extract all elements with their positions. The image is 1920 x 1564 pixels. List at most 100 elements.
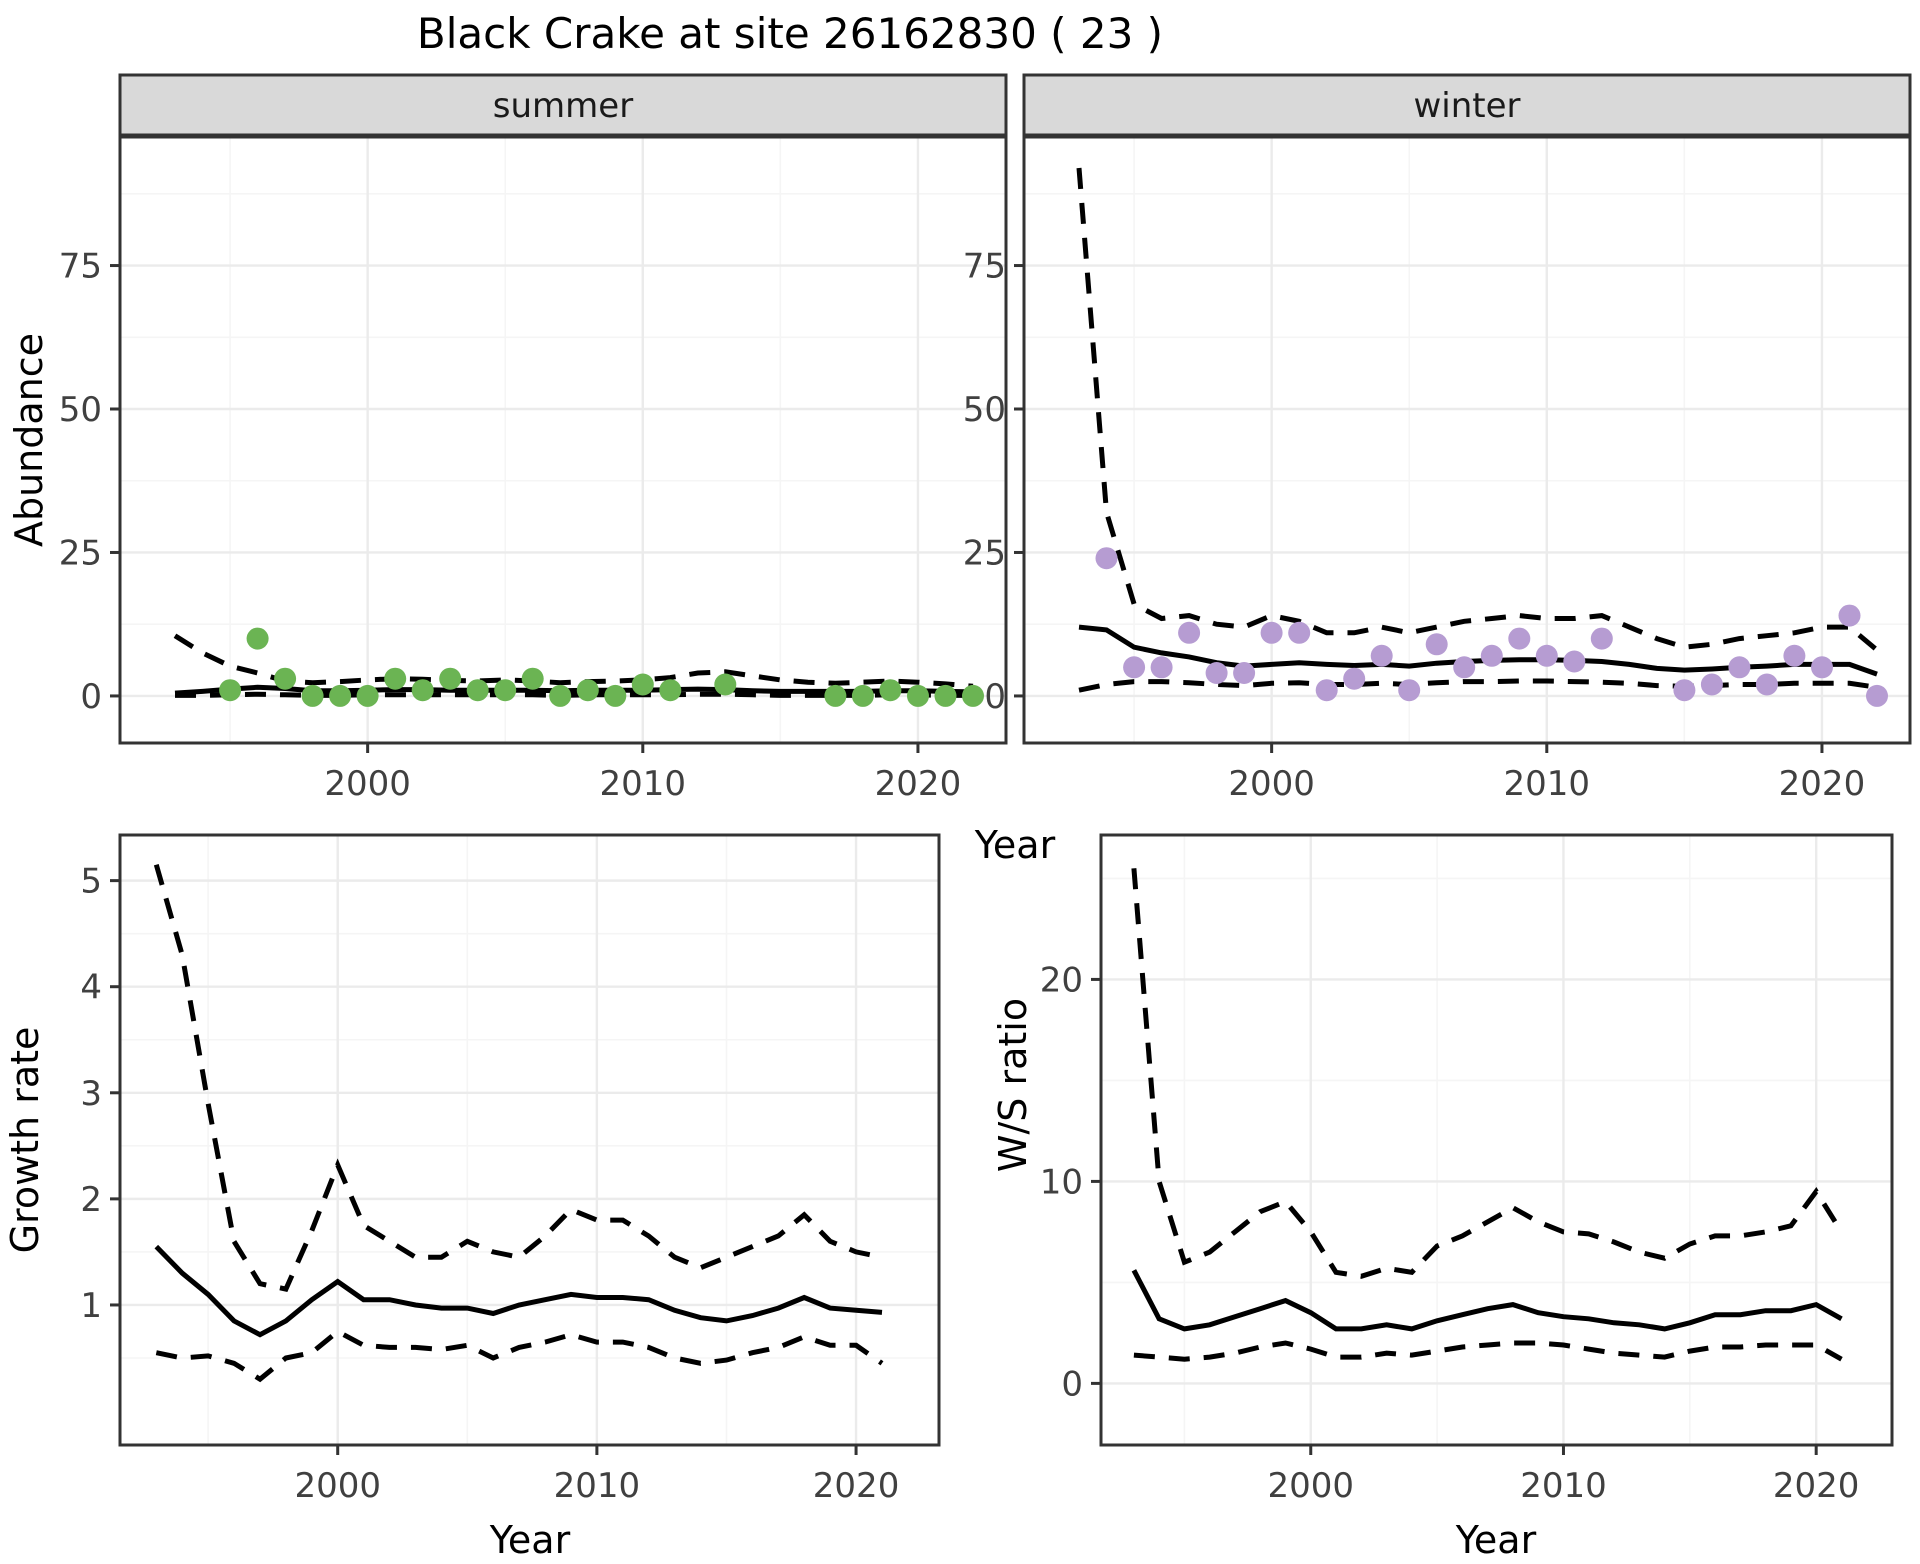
data-point: [219, 679, 242, 702]
data-point: [962, 684, 984, 707]
y-tick-label: 25: [963, 533, 1006, 573]
data-point: [1590, 627, 1613, 650]
facet-strip-label: summer: [493, 86, 633, 126]
y-tick-label: 50: [963, 390, 1006, 430]
x-tick-label: 2000: [324, 764, 411, 804]
series-mean: [154, 1244, 883, 1338]
data-point: [1811, 656, 1833, 679]
data-point: [1398, 679, 1421, 702]
data-point: [1535, 644, 1558, 667]
figure-title: Black Crake at site 26162830 ( 23 ): [417, 9, 1163, 58]
y-tick-label: 75: [59, 247, 102, 287]
x-tick-label: 2020: [1779, 764, 1866, 804]
data-point: [1178, 621, 1201, 644]
data-point: [1508, 627, 1531, 650]
x-tick-label: 2000: [1267, 1466, 1354, 1506]
x-tick-label: 2010: [600, 764, 687, 804]
x-axis-title-year-growth: Year: [489, 1518, 571, 1560]
data-point: [1453, 656, 1476, 679]
y-tick-label: 5: [80, 862, 102, 902]
y-tick-label: 3: [80, 1074, 102, 1114]
x-tick-label: 2000: [294, 1466, 381, 1506]
data-point: [714, 673, 737, 696]
data-point: [246, 627, 269, 650]
data-point: [1728, 656, 1751, 679]
panel-border: [1099, 833, 1894, 1447]
data-point: [879, 679, 902, 702]
data-point: [521, 667, 544, 690]
y-tick-label: 0: [984, 677, 1006, 717]
facet-strip: [118, 73, 1008, 137]
y-tick-label: 0: [1061, 1364, 1083, 1404]
data-point: [1700, 673, 1723, 696]
data-point: [1205, 662, 1228, 684]
data-point: [1233, 662, 1256, 684]
y-tick-label: 25: [59, 533, 102, 573]
data-point: [411, 679, 434, 702]
panel-background: [120, 835, 939, 1445]
facet-strip-label: winter: [1413, 86, 1520, 126]
y-axis-title-abundance: Abundance: [7, 333, 51, 547]
data-point: [631, 673, 654, 696]
data-point: [466, 679, 489, 702]
y-tick-label: 4: [80, 968, 102, 1008]
data-point: [1425, 633, 1448, 656]
panel-growth: 2000 2010 2020 1 2 3 4 5: [80, 833, 941, 1506]
data-point: [1343, 667, 1366, 690]
x-axis-title-year-top: Year: [974, 823, 1056, 867]
data-point: [1480, 644, 1503, 667]
data-point: [1123, 656, 1146, 679]
x-tick-label: 2020: [875, 764, 962, 804]
series-mean: [1131, 1269, 1843, 1332]
x-tick-label: 2010: [1520, 1466, 1607, 1506]
data-point: [439, 667, 462, 690]
y-tick-label: 0: [80, 677, 102, 717]
data-point: [851, 684, 874, 707]
y-tick-label: 75: [963, 247, 1006, 287]
y-tick-label: 50: [59, 390, 102, 430]
data-point: [384, 667, 407, 690]
data-point: [934, 684, 957, 707]
data-point: [1866, 684, 1888, 707]
data-point: [659, 679, 682, 702]
x-tick-label: 2000: [1228, 764, 1315, 804]
data-point: [1288, 621, 1311, 644]
data-point: [1315, 679, 1338, 702]
data-point: [576, 679, 599, 702]
y-tick-label: 10: [1040, 1162, 1083, 1202]
data-point: [1755, 673, 1778, 696]
data-point: [1783, 644, 1806, 667]
x-tick-label: 2010: [1504, 764, 1591, 804]
panel-summer: 2000 2010 2020 0 25 50 75 summer: [59, 73, 1008, 804]
y-tick-label: 2: [80, 1180, 102, 1220]
facet-strip: [1022, 73, 1912, 137]
x-tick-label: 2020: [1773, 1466, 1860, 1506]
data-point: [1563, 650, 1586, 673]
x-tick-label: 2010: [554, 1466, 641, 1506]
series-lower_ci: [1078, 678, 1878, 693]
data-point: [1095, 547, 1118, 570]
panel-border: [118, 135, 1008, 745]
data-point: [1260, 621, 1283, 644]
data-point: [1838, 604, 1861, 627]
data-point: [329, 684, 352, 707]
panel-border: [1022, 135, 1912, 745]
x-axis-title-year-ws: Year: [1455, 1518, 1537, 1560]
panel-background: [1024, 137, 1910, 743]
y-tick-label: 1: [80, 1286, 102, 1326]
data-point: [1150, 656, 1173, 679]
panel-background: [120, 137, 1006, 743]
panel-border: [118, 833, 941, 1447]
data-point: [356, 684, 379, 707]
data-point: [549, 684, 572, 707]
data-point: [301, 684, 324, 707]
data-point: [274, 667, 297, 690]
series-lower_ci: [1133, 1340, 1843, 1362]
data-point: [604, 684, 627, 707]
panel-winter: 2000 2010 2020 0 25 50 75 winter: [963, 73, 1912, 804]
data-point: [907, 684, 929, 707]
data-point: [1370, 644, 1393, 667]
y-tick-label: 20: [1040, 960, 1083, 1000]
